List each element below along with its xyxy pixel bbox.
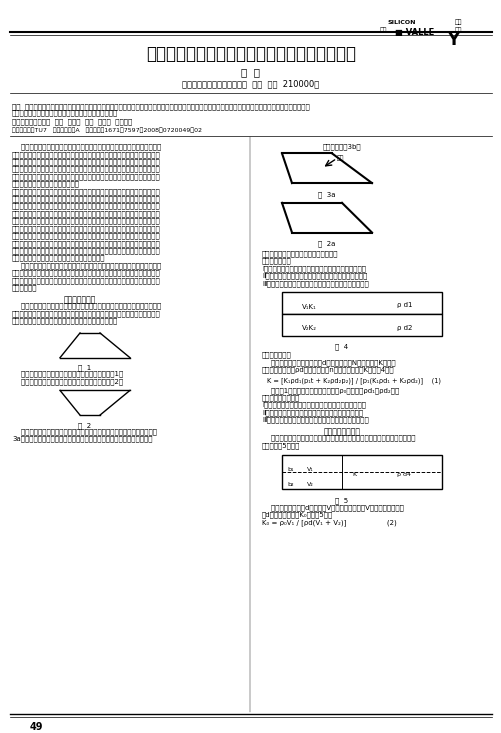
Text: 的压实情况，即使在压实是中间取样也无法准确反映，这是由于整个压实层压密: 的压实情况，即使在压实是中间取样也无法准确反映，这是由于整个压实层压密: [12, 188, 160, 195]
Text: Ⅱ、若下层土样压实等于上层，对检测结果没有影响。: Ⅱ、若下层土样压实等于上层，对检测结果没有影响。: [262, 409, 362, 416]
Text: 控制困难，无法真实反映整个压实度: 控制困难，无法真实反映整个压实度: [12, 180, 80, 187]
Text: Ⅱ、若下层土样压实等于上层，烙对检测结果没有影响。: Ⅱ、若下层土样压实等于上层，烙对检测结果没有影响。: [262, 273, 367, 279]
Text: V₂K₂: V₂K₂: [302, 325, 316, 331]
Text: 图  2a: 图 2a: [318, 240, 335, 247]
Text: 样于上下样宁的示例: 样于上下样宁的示例: [262, 394, 300, 401]
Text: 图  3a: 图 3a: [318, 191, 335, 198]
Text: 试坑大于小，此处情况将导致检测结果偏大，如图2。: 试坑大于小，此处情况将导致检测结果偏大，如图2。: [12, 378, 123, 385]
Text: Ⅰ、若下层土样压实度大于上层，烙导检检测结果偏大。: Ⅰ、若下层土样压实度大于上层，烙导检检测结果偏大。: [262, 265, 365, 272]
Text: 压实层厚度，压密情况，材料性质都影对密实度有影响，检测结果还与一些量: 压实层厚度，压密情况，材料性质都影对密实度有影响，检测结果还与一些量: [262, 435, 415, 441]
Text: 材料最大干密度为ρd，土样体积为n，实测压实度为K。如图4，则: 材料最大干密度为ρd，土样体积为n，实测压实度为K。如图4，则: [262, 366, 394, 373]
Text: 假设上层材料最大干密度为d，土样体积为N，压实度为K，下层: 假设上层材料最大干密度为d，土样体积为N，压实度为K，下层: [262, 359, 395, 366]
Text: 科学: 科学: [454, 28, 461, 33]
Bar: [282, 314, 441, 336]
Text: 量，相继研究了不少检测方法，诸如环刀法、灌砂法、钻芯法、核子法等，各种: 量，相继研究了不少检测方法，诸如环刀法、灌砂法、钻芯法、核子法等，各种: [12, 158, 160, 165]
Text: 【摘  要】灌砂法试验是公路工程路基和基层（底基层）施工中现场压实度检测的标准方法，对试验操作过程中一些细节问题的注意有助于提高检测结果的准确: 【摘 要】灌砂法试验是公路工程路基和基层（底基层）施工中现场压实度检测的标准方法…: [12, 103, 309, 109]
Text: V₁K₁: V₁K₁: [302, 304, 316, 310]
Text: 施工过程中快速评定，不适用各种验试验或成收试验。而对于灌砂法，除了精度: 施工过程中快速评定，不适用各种验试验或成收试验。而对于灌砂法，除了精度: [12, 240, 160, 246]
Text: 49: 49: [30, 722, 44, 732]
Text: 工程: 工程: [454, 20, 461, 26]
Text: ρ d2: ρ d2: [396, 325, 411, 331]
Text: Ⅰ、若下层土样压实度大于上层，烙导检检测结果偏大。: Ⅰ、若下层土样压实度大于上层，烙导检检测结果偏大。: [262, 402, 365, 408]
Text: 量砂是灌砂法试验过程中从不可少的材料。由于灌砂法是采用置换量进行检: 量砂是灌砂法试验过程中从不可少的材料。由于灌砂法是采用置换量进行检: [12, 303, 161, 309]
Text: 粒土的检测。对于钻芯法，由于钻芯过程中，需要先钻头进行冲击，要求对钻进: 粒土的检测。对于钻芯法，由于钻芯过程中，需要先钻头进行冲击，要求对钻进: [12, 203, 160, 210]
Text: V₁: V₁: [307, 466, 313, 471]
Text: 灌砂: 灌砂: [336, 155, 344, 161]
Text: 由上所述，灌砂法在现代公路工程施工中具有举足轻重的作用，必须认真掌: 由上所述，灌砂法在现代公路工程施工中具有举足轻重的作用，必须认真掌: [12, 262, 161, 269]
Text: 试坑大于小，此处情况将导致检测结果偏小，如图1。: 试坑大于小，此处情况将导致检测结果偏小，如图1。: [12, 371, 123, 377]
Text: ρ d4: ρ d4: [396, 473, 410, 477]
Text: 一、量砂的影响: 一、量砂的影响: [64, 295, 96, 304]
Text: 二、压实层厚程度: 二、压实层厚程度: [323, 427, 360, 436]
Text: 保持量砂密度在检测过程中的稳定性是确保检测结果准确: 保持量砂密度在检测过程中的稳定性是确保检测结果准确: [12, 317, 118, 324]
Text: 公路工程施工中灌砂法试验压实度影响因素探究: 公路工程施工中灌砂法试验压实度影响因素探究: [146, 45, 355, 64]
Text: V₂: V₂: [307, 482, 313, 487]
Text: 图  2: 图 2: [78, 422, 91, 429]
Text: 有关，如图5所示。: 有关，如图5所示。: [262, 442, 300, 449]
Text: 对于公路工程施工现场检测，压实度在路基土方和路面基层（底基层）中属: 对于公路工程施工现场检测，压实度在路基土方和路面基层（底基层）中属: [12, 144, 161, 150]
Text: 图  5: 图 5: [335, 497, 348, 504]
Text: 于全检项目和关键项目，各级部门都给予了高度重视。为了反映工程项目压实质: 于全检项目和关键项目，各级部门都给予了高度重视。为了反映工程项目压实质: [12, 151, 160, 158]
Text: K: K: [351, 473, 355, 477]
Text: 性和可靠性，对真实反映公路工程质量具有重要的作用。: 性和可靠性，对真实反映公路工程质量具有重要的作用。: [12, 110, 118, 117]
Text: b₁: b₁: [287, 466, 293, 471]
Text: 上下层材料一致: 上下层材料一致: [262, 258, 291, 265]
Text: 方法都具有实际用处，都有优缺点，但单从精度来讲，灌砂法无疑为首选，所以: 方法都具有实际用处，都有优缺点，但单从精度来讲，灌砂法无疑为首选，所以: [12, 166, 160, 172]
Text: Y: Y: [446, 31, 458, 48]
Text: 水量来检测压实度的适用范围及大量无机混合料路层（底基层）。对于核子法，: 水量来检测压实度的适用范围及大量无机混合料路层（底基层）。对于核子法，: [12, 225, 160, 232]
Text: K = [K₁ρd₁(p₁t + K₂ρd₂p₂)] / [p₁(K₁ρd₁ + K₂ρd₂)]    (1): K = [K₁ρd₁(p₁t + K₂ρd₂p₂)] / [p₁(K₁ρd₁ +…: [267, 377, 440, 384]
Text: SILICON: SILICON: [387, 20, 416, 25]
Text: 假设上层压实度为d，体积为V，规则四棱体形为V，材料最大干密度: 假设上层压实度为d，体积为V，规则四棱体形为V，材料最大干密度: [262, 504, 403, 511]
Text: （南京西藏路桥工程有限公司  江苏  南京  210000）: （南京西藏路桥工程有限公司 江苏 南京 210000）: [182, 80, 319, 89]
Text: 为d。实测压实度为K₀。如图5，则: 为d。实测压实度为K₀。如图5，则: [262, 512, 333, 518]
Text: 规整扁凹，此种情况时烙导候检测结果偏大大，只是整体材料密度，如图: 规整扁凹，此种情况时烙导候检测结果偏大大，只是整体材料密度，如图: [12, 428, 157, 435]
Bar: [282, 454, 441, 490]
Text: 由于采用的是同位素注检测土样密度和含水量，影响因素多，误差较大，只适于: 由于采用的是同位素注检测土样密度和含水量，影响因素多，误差较大，只适于: [12, 232, 160, 239]
Text: 田  家: 田 家: [241, 67, 260, 77]
Text: 宜在需要通过检测试件含水量来检测压实度的工程项目中，仅适宜在无需检测含: 宜在需要通过检测试件含水量来检测压实度的工程项目中，仅适宜在无需检测含: [12, 218, 160, 224]
Text: 灌砂法作为压实度检测的标准方法，适于在野视试验中采用。环刀法由于正假性: 灌砂法作为压实度检测的标准方法，适于在野视试验中采用。环刀法由于正假性: [12, 173, 160, 180]
Text: 硅谷: 硅谷: [379, 28, 387, 33]
Text: b₂: b₂: [287, 482, 293, 487]
Text: 测，所以置换材料的密度对检测结果的精确至关重要，准确测量量砂的密度以及: 测，所以置换材料的密度对检测结果的精确至关重要，准确测量量砂的密度以及: [12, 310, 160, 317]
Text: 从式（1）可以看出，当量砂密度为ρ₀却混入了ρd₁和ρd₂层土: 从式（1）可以看出，当量砂密度为ρ₀却混入了ρd₁和ρd₂层土: [262, 387, 398, 394]
Text: 此而影响试验的准确性和可靠性，现就灌砂法试验过程中影响检测结果精度的因: 此而影响试验的准确性和可靠性，现就灌砂法试验过程中影响检测结果精度的因: [12, 277, 160, 284]
Text: 中图分类号：TU7   文献标识码：A   文章编号：1671－7597【2008】0720049－02: 中图分类号：TU7 文献标识码：A 文章编号：1671－7597【2008】07…: [12, 128, 201, 133]
Text: 【关键词】公路工程  施工  灌砂法  试验  压实度  影响因素: 【关键词】公路工程 施工 灌砂法 试验 压实度 影响因素: [12, 119, 132, 125]
Text: Ⅲ、若下层土样压实度小于上层，烙导级检测结果偏小。: Ⅲ、若下层土样压实度小于上层，烙导级检测结果偏小。: [262, 280, 368, 287]
Text: 果最大，如图3b，: 果最大，如图3b，: [322, 144, 361, 150]
Text: ρ d1: ρ d1: [396, 302, 412, 309]
Text: 图  4: 图 4: [335, 344, 348, 350]
Bar: [282, 292, 441, 314]
Text: Ⅲ、若下层土样压实度小于上层，烙导级检测结果偏小。: Ⅲ、若下层土样压实度小于上层，烙导级检测结果偏小。: [262, 416, 368, 423]
Text: 的检测，而这些材料很少在现代公路工程中使用。: 的检测，而这些材料很少在现代公路工程中使用。: [12, 255, 105, 262]
Text: 素进行探究。: 素进行探究。: [12, 284, 38, 291]
Text: 如刚穿越检测层，此种情况规律发育定。: 如刚穿越检测层，此种情况规律发育定。: [262, 251, 338, 257]
Text: 图  1: 图 1: [78, 364, 92, 371]
Text: 程度并非从上到下线性递减造成。另外，环刀法由于试样量平的重要，只适于细: 程度并非从上到下线性递减造成。另外，环刀法由于试样量平的重要，只适于细: [12, 196, 160, 202]
Text: 握其使用过程和方法，并对其操作过程中各种影响因素进行熟悉和了解，避免因: 握其使用过程和方法，并对其操作过程中各种影响因素进行熟悉和了解，避免因: [12, 270, 160, 276]
Text: K₀ = ρ₀V₁ / [ρd(V₁ + V₂)]                  (2): K₀ = ρ₀V₁ / [ρd(V₁ + V₂)] (2): [262, 519, 396, 526]
Text: 高，可用作最试验检外，正有适用范围大的优点，仅不适于大孔洞或大孔隙材料: 高，可用作最试验检外，正有适用范围大的优点，仅不适于大孔洞或大孔隙材料: [12, 247, 160, 254]
Text: 进行冲液；从而要求在整个过程中进行冲水，客易导致试件含水量增大。而不适: 进行冲液；从而要求在整个过程中进行冲水，客易导致试件含水量增大。而不适: [12, 210, 160, 217]
Text: 3a，若若规律适过进，势导烙导检测结果变化，如矩方形变化，检测结果: 3a，若若规律适过进，势导烙导检测结果变化，如矩方形变化，检测结果: [12, 435, 152, 442]
Text: 上下层材料不同: 上下层材料不同: [262, 352, 291, 358]
Text: ■ VALLE: ■ VALLE: [394, 28, 433, 37]
